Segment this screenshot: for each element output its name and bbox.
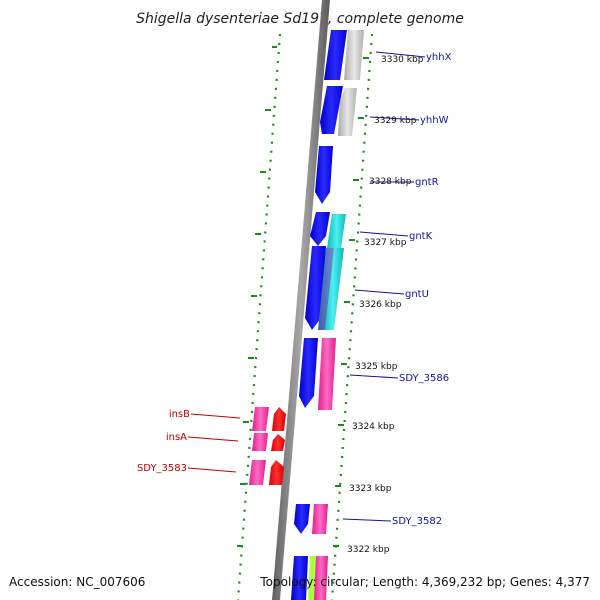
cds-arrow[interactable] [291, 556, 308, 600]
gene-gntU-inner[interactable] [318, 248, 334, 330]
gene-leaders-right [342, 51, 426, 522]
gene-label[interactable]: SDY_3582 [392, 516, 442, 527]
gene-SDY_3583-pink[interactable] [249, 460, 266, 485]
accession-text: Accession: NC_007606 [9, 575, 145, 589]
cds-arrow[interactable] [315, 146, 333, 204]
kbp-label: 3323 kbp [349, 484, 392, 494]
left-major-ticks [237, 46, 277, 547]
gene-label[interactable]: insB [169, 409, 190, 420]
cds-arrow[interactable] [320, 86, 343, 134]
cds-arrow[interactable] [310, 212, 330, 246]
gene-insB-red[interactable] [272, 407, 286, 431]
gene-SDY_3586[interactable] [318, 338, 336, 410]
kbp-label: 3329 kbp [374, 116, 417, 126]
right-major-ticks [333, 57, 369, 547]
gene-insB-pink[interactable] [252, 407, 269, 431]
gene-label[interactable]: insA [166, 432, 187, 443]
gene-labels-left: insB insA SDY_3583 [137, 409, 190, 474]
kbp-label: 3326 kbp [359, 300, 402, 310]
cds-arrow[interactable] [299, 338, 318, 408]
topology-text: Topology: circular; Length: 4,369,232 bp… [259, 575, 590, 589]
cds-arrow[interactable] [324, 30, 347, 80]
kbp-label: 3330 kbp [381, 55, 424, 65]
gene-label[interactable]: gntU [405, 289, 429, 300]
gene-bottom-lime[interactable] [308, 556, 316, 600]
gene-bottom-pink[interactable] [314, 556, 328, 600]
gene-label[interactable]: SDY_3586 [399, 373, 449, 384]
gene-label[interactable]: yhhX [426, 52, 452, 63]
gene-gntK[interactable] [327, 214, 346, 248]
gene-leaders-left [187, 413, 241, 473]
gene-track-reverse [308, 30, 364, 600]
gene-label[interactable]: yhhW [420, 115, 449, 126]
gene-SDY_3582[interactable] [312, 504, 328, 534]
genome-backbone [272, 0, 330, 600]
kbp-label: 3324 kbp [352, 422, 395, 432]
gene-insA-pink[interactable] [252, 433, 268, 451]
left-tick-ruler [236, 33, 282, 600]
gene-label[interactable]: gntK [409, 231, 433, 242]
gene-yhhW[interactable] [338, 88, 357, 136]
gene-label[interactable]: SDY_3583 [137, 463, 187, 474]
map-title: Shigella dysenteriae Sd197, complete gen… [136, 11, 464, 27]
gene-labels-right: yhhX yhhW gntR gntK gntU SDY_3586 SDY_35… [392, 52, 452, 527]
kbp-label: 3322 kbp [347, 545, 390, 555]
kbp-label: 3327 kbp [364, 238, 407, 248]
kbp-label: 3325 kbp [355, 362, 398, 372]
gene-insA-red[interactable] [271, 434, 285, 451]
gene-track-left [249, 407, 286, 485]
cds-arrow[interactable] [294, 504, 310, 534]
gene-label[interactable]: gntR [415, 177, 439, 188]
position-labels: 3330 kbp 3329 kbp 3328 kbp 3327 kbp 3326… [347, 55, 424, 555]
gene-SDY_3583-red[interactable] [269, 460, 284, 485]
gene-yhhX[interactable] [344, 30, 364, 80]
gene-gntU-outer[interactable] [322, 248, 344, 330]
